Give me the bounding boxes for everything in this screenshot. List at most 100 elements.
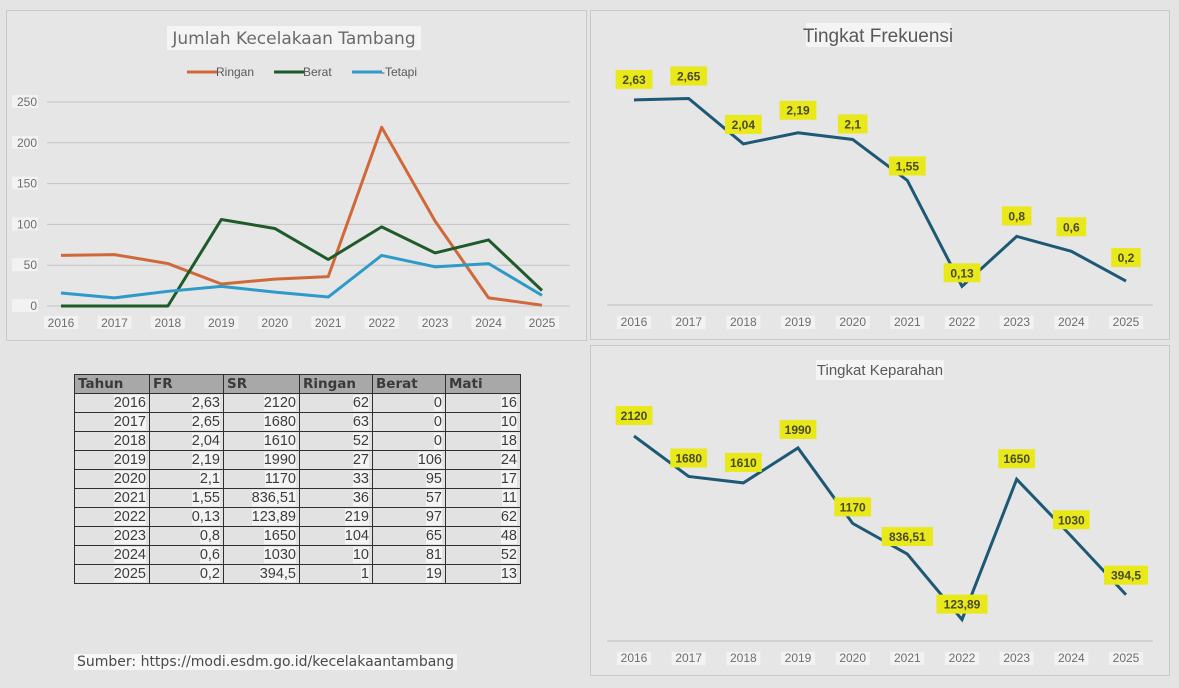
x-tick-label: 2021: [894, 651, 921, 665]
table-cell-sr: 1990: [223, 450, 300, 470]
table-cell-berat: 65: [372, 526, 446, 546]
table-cell-mati: 52: [445, 545, 521, 565]
tick-bg: [835, 652, 870, 665]
column-header-mati: Mati: [445, 374, 521, 394]
cell-value: 63: [352, 414, 369, 430]
y-tick-label: 50: [24, 258, 38, 272]
x-tick-label: 2024: [475, 316, 502, 330]
chart-title: Jumlah Kecelakaan Tambang: [171, 29, 415, 49]
x-tick-label: 2019: [785, 315, 812, 329]
table-cell-berat: 81: [372, 545, 446, 565]
x-tick-label: 2022: [368, 316, 395, 330]
x-tick-label: 2020: [839, 315, 866, 329]
data-label-bg: [724, 452, 762, 472]
tick-bg: [204, 316, 239, 329]
table-cell-berat: 95: [372, 469, 446, 489]
table-header-row: Tahun FR SR Ringan Berat Mati: [74, 374, 521, 394]
cell-value: 2019: [113, 452, 146, 468]
table-cell-ringan: 36: [299, 488, 373, 508]
x-tick-label: 2022: [949, 315, 976, 329]
x-tick-label: 2025: [1113, 315, 1140, 329]
data-label: 394,5: [1111, 569, 1141, 583]
data-label: 2,65: [677, 69, 701, 83]
tick-bg: [150, 316, 185, 329]
tick-bg: [835, 316, 870, 329]
data-label-bg: [936, 594, 988, 614]
cell-value: 16: [500, 395, 517, 411]
cell-value: 52: [500, 547, 517, 563]
tick-bg: [1054, 652, 1089, 665]
table-cell-sr: 123,89: [223, 507, 300, 527]
table-cell-fr: 2,04: [149, 431, 224, 451]
table-cell-berat: 106: [372, 450, 446, 470]
cell-value: 1650: [263, 528, 296, 544]
x-axis-ticks: 2016 2017 2018 2019 2020 2021 2022 2023 2024 2025: [44, 316, 559, 330]
cell-value: 62: [352, 395, 369, 411]
x-tick-label: 2018: [730, 651, 757, 665]
legend-label: Berat: [303, 65, 332, 79]
x-tick-label: 2016: [621, 651, 648, 665]
series-line-berat: [61, 218, 544, 308]
table-cell-berat: 19: [372, 564, 446, 584]
cell-value: 836,51: [251, 490, 296, 506]
cell-value: 1610: [263, 433, 296, 449]
x-tick-label: 2024: [1058, 315, 1085, 329]
cell-value: 2120: [263, 395, 296, 411]
table-row: 2017 2,65 1680 63 0 10: [74, 412, 521, 432]
data-label-bg: [1056, 217, 1087, 237]
table-cell-tahun: 2021: [74, 488, 150, 508]
cell-value: 1680: [263, 414, 296, 430]
cell-value: 1030: [263, 547, 296, 563]
tick-bg: [12, 217, 38, 231]
cell-value: 219: [344, 509, 369, 525]
cell-value: 2025: [113, 566, 146, 582]
cell-value: 106: [417, 452, 442, 468]
x-tick-label: 2023: [1003, 315, 1030, 329]
table-row: 2023 0,8 1650 104 65 48: [74, 526, 521, 546]
data-label-bg: [724, 114, 762, 134]
cell-value: 2024: [113, 547, 146, 563]
chart-jumlah-kecelakaan: Jumlah Kecelakaan Tambang Ringan Berat -Te…: [6, 10, 587, 341]
tick-bg: [781, 316, 815, 329]
data-label-bg: [1001, 206, 1032, 226]
table-row: 2018 2,04 1610 52 0 18: [74, 431, 521, 451]
tick-bg: [726, 652, 761, 665]
tick-bg: [418, 316, 453, 329]
data-label-bg: [615, 406, 653, 425]
table-cell-tahun: 2017: [74, 412, 150, 432]
cell-value: 36: [352, 490, 369, 506]
table-cell-sr: 1170: [223, 469, 300, 489]
table-cell-fr: 1,55: [149, 488, 224, 508]
table-cell-ringan: 27: [299, 450, 373, 470]
tick-bg: [999, 316, 1034, 329]
tick-bg: [12, 95, 38, 108]
x-tick-label: 2018: [155, 316, 182, 330]
series-line-fr: [633, 96, 1127, 289]
cell-value: 1170: [264, 471, 296, 487]
data-label: 1030: [1058, 513, 1085, 527]
cell-value: 104: [344, 528, 369, 544]
data-table: Tahun FR SR Ringan Berat Mati 2016 2,63 21…: [74, 374, 521, 584]
x-axis-ticks: 2016 2017 2018 2019 2020 2021 2022 2023 2024 2025: [617, 651, 1143, 665]
column-header-ringan: Ringan: [299, 374, 373, 394]
data-labels: 2120 1680 1610 1990 1170 836,51 123,89 1650 1030…: [615, 406, 1148, 614]
series-line-sr: [633, 434, 1128, 623]
x-tick-label: 2023: [1003, 651, 1030, 665]
table-row: 2016 2,63 2120 62 0 16: [74, 393, 521, 413]
table-cell-ringan: 62: [299, 393, 373, 413]
x-tick-label: 2025: [529, 316, 556, 330]
x-tick-label: 2024: [1058, 651, 1085, 665]
data-labels: 2,63 2,65 2,04 2,19 2,1 1,55 0,13 0,8 0,6 0,2: [615, 66, 1141, 283]
y-tick-label: 150: [17, 177, 37, 191]
cell-value: 62: [500, 509, 517, 525]
y-tick-label: 100: [17, 217, 37, 231]
chart-title-bg: [806, 23, 951, 47]
x-tick-label: 2017: [101, 316, 128, 330]
y-tick-label: 200: [17, 136, 37, 150]
data-label-bg: [837, 114, 868, 134]
chart-keparahan-svg: Tingkat Keparahan 2016 2017 2018 2019 2020 20…: [607, 360, 1153, 665]
chart-tingkat-keparahan: Tingkat Keparahan 2016 2017 2018 2019 2020 20…: [590, 345, 1170, 676]
table-cell-fr: 0,13: [149, 507, 224, 527]
table-cell-sr: 836,51: [223, 488, 300, 508]
table-cell-ringan: 104: [299, 526, 373, 546]
